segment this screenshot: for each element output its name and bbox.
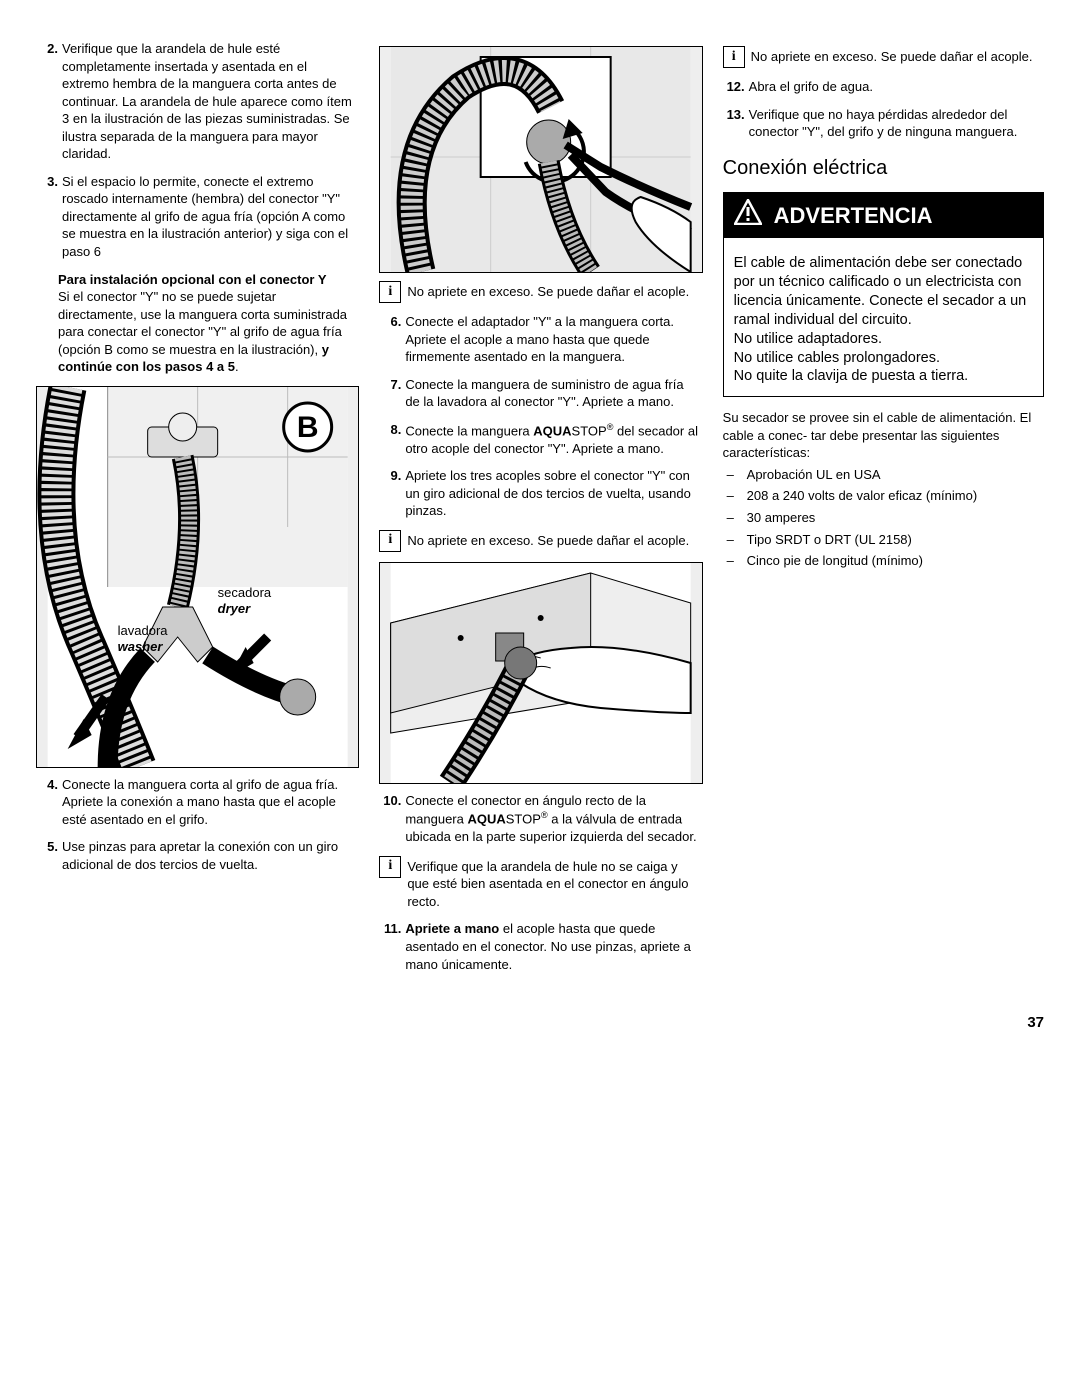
heading-electrical: Conexión eléctrica <box>723 155 1044 182</box>
warning-banner: ADVERTENCIA <box>724 193 1043 239</box>
step-6: 6.Conecte el adaptador "Y" a la manguera… <box>379 313 700 366</box>
spec-item: Aprobación UL en USA <box>723 466 1044 484</box>
warning-triangle-icon <box>734 199 762 233</box>
svg-text:B: B <box>297 411 319 444</box>
step-9: 9.Apriete los tres acoples sobre el cone… <box>379 467 700 520</box>
warning-box: ADVERTENCIA El cable de alimentación deb… <box>723 192 1044 398</box>
info-note-4: iNo apriete en exceso. Se puede dañar el… <box>723 46 1044 68</box>
info-note-1: iNo apriete en exceso. Se puede dañar el… <box>379 281 700 303</box>
cable-spec-intro: Su secador se provee sin el cable de ali… <box>723 409 1044 462</box>
optional-y-title: Para instalación opcional con el conecto… <box>58 271 357 289</box>
info-icon: i <box>723 46 745 68</box>
step-8: 8.Conecte la manguera AQUASTOP® del seca… <box>379 421 700 457</box>
step-5: 5.Use pinzas para apretar la conexión co… <box>36 838 357 873</box>
spec-item: Tipo SRDT o DRT (UL 2158) <box>723 531 1044 549</box>
svg-text:dryer: dryer <box>218 601 251 616</box>
step-13: 13.Verifique que no haya pérdidas alrede… <box>723 106 1044 141</box>
spec-item: Cinco pie de longitud (mínimo) <box>723 552 1044 570</box>
step-3: 3.Si el espacio lo permite, conecte el e… <box>36 173 357 261</box>
optional-y-block: Para instalación opcional con el conecto… <box>58 271 357 376</box>
step-2: 2.Verifique que la arandela de hule esté… <box>36 40 357 163</box>
warning-body: El cable de alimentación debe ser conect… <box>724 246 1043 396</box>
cable-spec-list: Aprobación UL en USA 208 a 240 volts de … <box>723 466 1044 570</box>
info-icon: i <box>379 281 401 303</box>
step-4: 4.Conecte la manguera corta al grifo de … <box>36 776 357 829</box>
step-10: 10.Conecte el conector en ángulo recto d… <box>379 792 700 846</box>
optional-y-body: Si el conector "Y" no se puede sujetar d… <box>58 289 347 357</box>
info-icon: i <box>379 856 401 878</box>
figure-pliers <box>379 46 702 273</box>
column-3: iNo apriete en exceso. Se puede dañar el… <box>723 40 1044 983</box>
spec-item: 208 a 240 volts de valor eficaz (mínimo) <box>723 487 1044 505</box>
column-2: iNo apriete en exceso. Se puede dañar el… <box>379 40 700 983</box>
page-number: 37 <box>36 1013 1044 1033</box>
column-1: 2.Verifique que la arandela de hule esté… <box>36 40 357 983</box>
step-7: 7.Conecte la manguera de suministro de a… <box>379 376 700 411</box>
warning-label: ADVERTENCIA <box>774 201 933 231</box>
figure-hand-connect <box>379 562 702 784</box>
svg-text:lavadora: lavadora <box>118 623 169 638</box>
info-icon: i <box>379 530 401 552</box>
info-note-3: iVerifique que la arandela de hule no se… <box>379 856 700 911</box>
svg-text:washer: washer <box>118 639 164 654</box>
step-12: 12.Abra el grifo de agua. <box>723 78 1044 96</box>
spec-item: 30 amperes <box>723 509 1044 527</box>
info-note-2: iNo apriete en exceso. Se puede dañar el… <box>379 530 700 552</box>
svg-text:secadora: secadora <box>218 585 272 600</box>
step-11: 11.Apriete a mano el acople hasta que qu… <box>379 920 700 973</box>
figure-b: B secadora dryer lavadora washer <box>36 386 359 768</box>
